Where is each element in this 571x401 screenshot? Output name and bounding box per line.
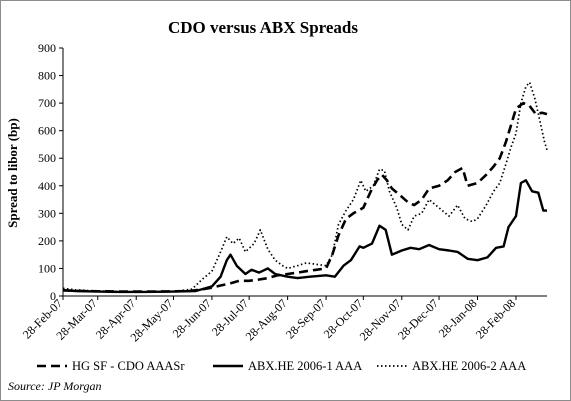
x-tick-label: 28-Dec-07 bbox=[395, 296, 441, 342]
series-line-1 bbox=[62, 101, 548, 293]
y-tick-label: 900 bbox=[38, 41, 56, 55]
legend-label-3: ABX.HE 2006-2 AAA bbox=[412, 359, 526, 373]
x-tick-label: 28-Jun-07 bbox=[170, 296, 214, 340]
y-axis-label: Spread to libor (bp) bbox=[5, 118, 20, 228]
y-tick-label: 100 bbox=[38, 261, 56, 275]
series-lines bbox=[62, 81, 548, 294]
y-tick-label: 800 bbox=[38, 69, 56, 83]
y-tick-label: 400 bbox=[38, 179, 56, 193]
source-note: Source: JP Morgan bbox=[8, 379, 102, 393]
x-tick-label: 28-Nov-07 bbox=[357, 296, 404, 343]
x-tick-label: 28-Sep-07 bbox=[283, 296, 328, 341]
y-tick-label: 500 bbox=[38, 151, 56, 165]
series-line-2 bbox=[62, 179, 547, 294]
axes bbox=[62, 48, 547, 297]
y-tick-label: 300 bbox=[38, 206, 56, 220]
x-ticks: 28-Feb-0728-Mar-0728-Apr-0728-May-0728-J… bbox=[20, 296, 518, 344]
x-tick-label: 28-Feb-08 bbox=[473, 296, 518, 341]
legend: HG SF - CDO AAASr ABX.HE 2006-1 AAA ABX.HE… bbox=[37, 359, 526, 373]
y-tick-label: 200 bbox=[38, 234, 56, 248]
legend-label-1: HG SF - CDO AAASr bbox=[72, 359, 185, 373]
series-line-3 bbox=[62, 81, 548, 293]
legend-label-2: ABX.HE 2006-1 AAA bbox=[248, 359, 362, 373]
y-tick-label: 0 bbox=[50, 289, 56, 303]
x-tick-label: 28-Jan-08 bbox=[436, 296, 480, 340]
y-tick-label: 600 bbox=[38, 124, 56, 138]
chart-title: CDO versus ABX Spreads bbox=[168, 18, 358, 37]
y-ticks: 0 100 200 300 400 500 600 700 800 900 bbox=[38, 41, 63, 303]
y-tick-label: 700 bbox=[38, 96, 56, 110]
x-tick-label: 28-Aug-07 bbox=[243, 296, 290, 343]
